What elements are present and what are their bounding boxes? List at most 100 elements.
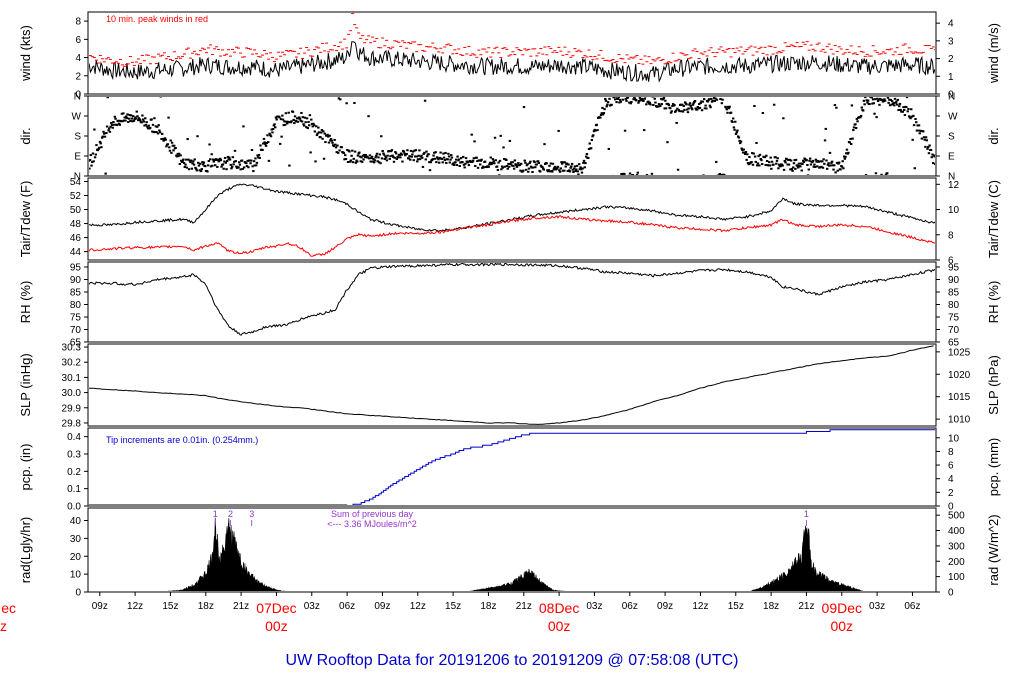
wind-dir-point	[161, 137, 165, 140]
wind-dir-point	[718, 172, 721, 175]
wind-dir-point	[351, 161, 355, 164]
y-axis-label-right: rad (W/m^2)	[986, 514, 1001, 585]
panel-pcp: 0.0 0.1 0.2 0.3 0.4 0 2 4 6 8 10 pcp. (in) pcp. (mm)…	[18, 427, 1001, 513]
wind-dir-point	[170, 151, 173, 154]
wind-dir-point	[845, 152, 848, 155]
wind-dir-point	[313, 130, 317, 133]
wind-dir-point	[123, 116, 126, 119]
wind-dir-point	[226, 155, 230, 158]
wind-dir-point	[709, 106, 712, 109]
x-tick-label: 09z	[374, 601, 390, 612]
wind-dir-point	[557, 129, 560, 132]
wind-dir-point	[393, 156, 396, 159]
y-tick-label-right: W	[948, 112, 958, 123]
wind-dir-point	[912, 124, 916, 127]
wind-dir-point	[708, 104, 712, 107]
wind-dir-point	[257, 153, 261, 156]
wind-dir-point	[891, 103, 895, 106]
wind-dir-point	[351, 149, 354, 152]
wind-dir-point	[895, 100, 898, 103]
wind-dir-point	[579, 166, 582, 169]
wind-dir-point	[446, 158, 449, 161]
wind-dir-point	[866, 99, 870, 102]
wind-dir-point	[266, 134, 269, 137]
wind-dir-point	[811, 159, 815, 162]
wind-dir-point	[226, 160, 229, 163]
wind-dir-point	[199, 170, 203, 173]
wind-dir-point	[376, 160, 379, 163]
wind-dir-point	[638, 97, 642, 99]
wind-dir-point	[125, 117, 129, 120]
wind-dir-point	[888, 98, 891, 101]
y-tick-label-right: 95	[948, 263, 960, 274]
wind-dir-point	[561, 169, 565, 172]
wind-dir-point	[623, 172, 626, 175]
y-axis-label-right: dir.	[986, 127, 1001, 144]
wind-dir-point	[560, 161, 563, 164]
wind-dir-point	[893, 104, 896, 107]
wind-dir-point	[475, 156, 478, 159]
wind-dir-point	[454, 158, 458, 161]
wind-dir-point	[293, 115, 297, 118]
rad-marker-label: 2	[228, 509, 233, 519]
wind-dir-point	[184, 163, 187, 166]
y-tick-label-left: 70	[70, 325, 82, 336]
wind-dir-point	[746, 161, 750, 164]
wind-dir-point	[169, 139, 172, 142]
wind-dir-point	[358, 151, 361, 154]
y-tick-label-right: 75	[948, 313, 960, 324]
y-tick-label-left: 0.1	[67, 484, 81, 495]
wind-dir-point	[627, 174, 630, 175]
wind-dir-point	[739, 140, 743, 143]
y-tick-label-left: 80	[70, 300, 82, 311]
wind-dir-point	[111, 126, 114, 129]
y-tick-label-left: W	[72, 112, 82, 123]
wind-dir-point	[667, 104, 671, 107]
wind-dir-point	[378, 153, 382, 156]
wind-dir-point	[652, 97, 656, 98]
wind-dir-point	[385, 159, 389, 162]
wind-dir-point	[168, 146, 171, 149]
wind-dir-point	[219, 159, 223, 162]
wind-dir-point	[882, 100, 885, 103]
wind-dir-point	[367, 115, 370, 118]
wind-dir-point	[89, 170, 90, 173]
y-tick-label-right: 10	[948, 205, 960, 216]
wind-dir-point	[786, 163, 789, 166]
wind-dir-point	[620, 173, 623, 175]
wind-dir-point	[899, 108, 902, 111]
wind-dir-point	[753, 155, 757, 158]
wind-dir-point	[471, 160, 474, 163]
wind-dir-point	[237, 166, 240, 169]
wind-dir-point	[662, 97, 666, 99]
wind-dir-point	[196, 135, 199, 138]
wind-dir-point	[188, 159, 191, 162]
wind-dir-point	[551, 170, 554, 173]
wind-dir-point	[452, 162, 455, 165]
wind-dir-point	[785, 158, 789, 161]
wind-dir-point	[628, 172, 632, 175]
wind-dir-point	[177, 155, 180, 158]
wind-dir-point	[435, 161, 438, 164]
wind-dir-point	[876, 97, 879, 100]
wind-dir-point	[889, 98, 892, 101]
wind-dir-point	[241, 167, 244, 170]
wind-dir-point	[291, 110, 295, 113]
wind-dir-point	[562, 161, 565, 164]
wind-dir-point	[175, 155, 179, 158]
wind-dir-point	[185, 158, 188, 161]
wind-dir-point	[901, 110, 904, 113]
x-tick-label: 03z	[304, 601, 320, 612]
wind-dir-point	[632, 98, 635, 101]
wind-dir-point	[650, 97, 653, 98]
wind-dir-point	[216, 158, 220, 161]
wind-dir-point	[327, 135, 330, 138]
wind-dir-point	[385, 156, 388, 159]
wind-dir-point	[706, 100, 709, 103]
wind-dir-point	[160, 138, 163, 141]
wind-dir-point	[414, 149, 418, 152]
wind-dir-point	[811, 161, 814, 164]
wind-dir-point	[670, 110, 673, 113]
wind-dir-point	[606, 103, 609, 106]
wind-dir-point	[268, 132, 271, 135]
